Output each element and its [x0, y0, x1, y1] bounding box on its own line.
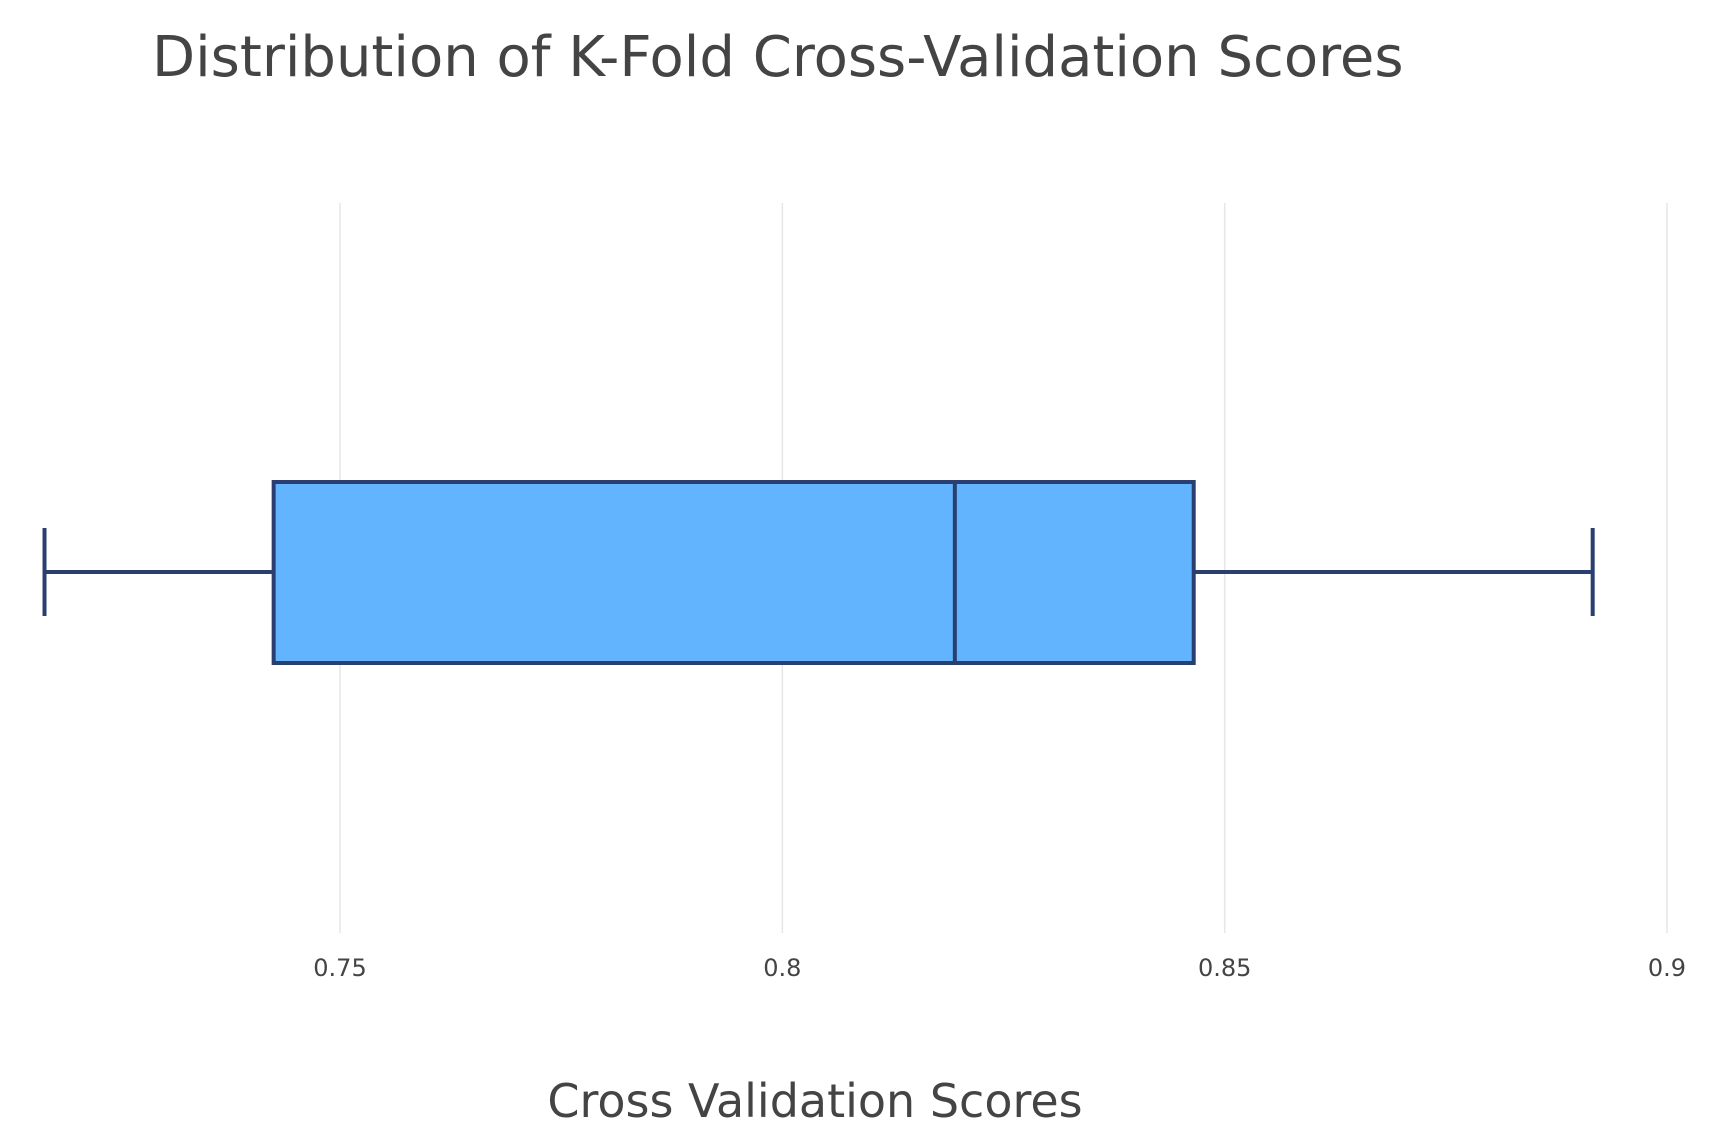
- x-tick-label: 0.75: [313, 954, 366, 982]
- iqr-box: [271, 480, 1196, 665]
- box-series: [42, 480, 1595, 665]
- x-axis-title: Cross Validation Scores: [547, 1074, 1082, 1123]
- x-tick-label: 0.9: [1648, 954, 1686, 982]
- x-tick-label: 0.85: [1198, 954, 1251, 982]
- x-tick-label: 0.8: [763, 954, 801, 982]
- chart-title: Distribution of K-Fold Cross-Validation …: [152, 25, 1404, 90]
- x-axis-ticks: 0.75 0.8 0.85 0.9: [313, 954, 1686, 982]
